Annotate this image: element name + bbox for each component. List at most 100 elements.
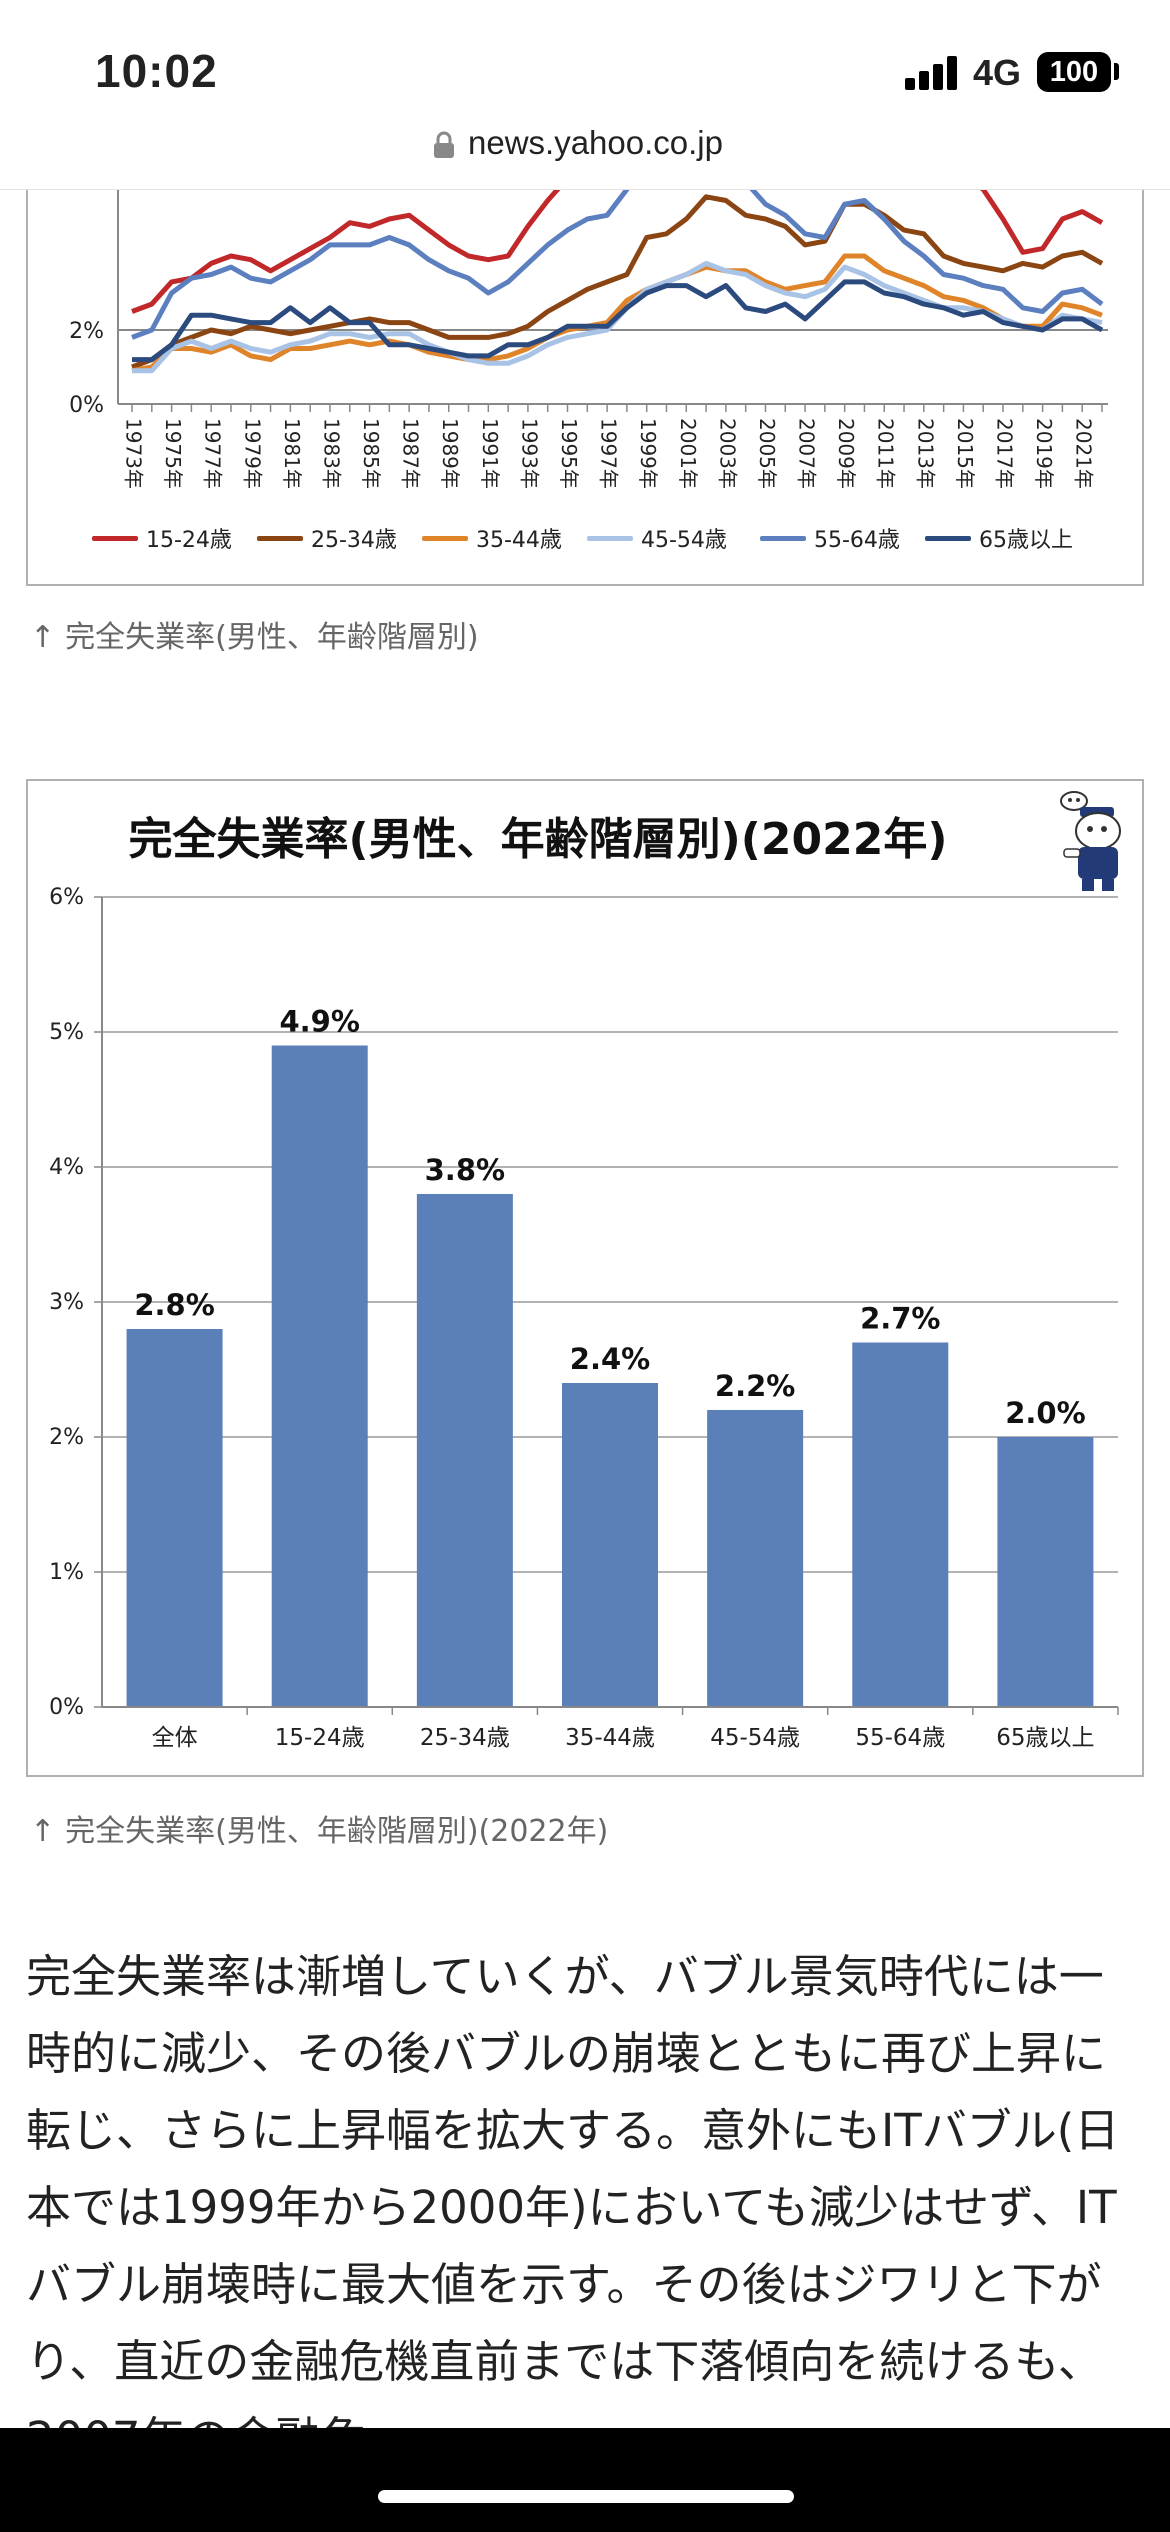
y-tick-label: 1% (49, 1560, 84, 1585)
bar-65歳以上 (997, 1437, 1094, 1707)
legend-swatch (760, 535, 806, 541)
y-tick-label: 5% (49, 1020, 84, 1045)
bar-全体 (126, 1329, 223, 1707)
bar-25-34歳 (416, 1194, 513, 1707)
bar-chart-title: 完全失業率(男性、年齢階層別)(2022年) (128, 814, 948, 865)
x-tick-label: 1985年 (359, 418, 383, 489)
bar-value-label: 2.4% (570, 1342, 650, 1376)
x-tick-label: 1973年 (122, 418, 146, 489)
x-tick-label: 2009年 (834, 418, 858, 489)
bar-value-label: 3.8% (425, 1153, 505, 1187)
bar-35-44歳 (562, 1383, 658, 1707)
legend-item: 15-24歳 (92, 522, 232, 554)
x-tick-label: 45-54歳 (710, 1725, 800, 1751)
line-chart: 0% 2% 1973年 1975年 1977年 1979年 1981年 1983年 1985年 1… (69, 152, 1108, 489)
legend-swatch (925, 535, 971, 541)
status-time: 10:02 (95, 45, 218, 97)
lock-icon (434, 131, 454, 158)
legend-swatch (257, 535, 303, 541)
legend-item: 65歳以上 (925, 522, 1073, 554)
legend-label: 25-34歳 (311, 528, 397, 553)
x-tick-label: 全体 (152, 1725, 198, 1751)
mascot-logo-icon (1060, 791, 1121, 891)
legend-label: 35-44歳 (476, 528, 562, 553)
x-tick-label: 2007年 (795, 418, 819, 489)
arrow-up-icon: ↑ (30, 620, 56, 655)
browser-url-bar[interactable]: news.yahoo.co.jp (0, 118, 1170, 190)
x-tick-label: 2005年 (755, 418, 779, 489)
series-line-25-34歳 (131, 194, 1104, 370)
network-type: 4G (973, 52, 1022, 93)
line-chart-caption: ↑ 完全失業率(男性、年齢階層別) (30, 612, 479, 656)
y-tick-label: 3% (49, 1290, 84, 1315)
bar-chart-caption-text: 完全失業率(男性、年齢階層別)(2022年) (65, 1814, 609, 1849)
x-tick-label: 1983年 (319, 418, 343, 489)
legend-item: 35-44歳 (422, 522, 562, 554)
legend-item: 25-34歳 (257, 522, 397, 554)
legend-label: 55-64歳 (814, 528, 900, 553)
x-tick-label: 2021年 (1072, 418, 1096, 489)
x-tick-label: 1987年 (399, 418, 423, 489)
x-tick-label: 1989年 (438, 418, 462, 489)
x-tick-label: 2001年 (676, 418, 700, 489)
home-indicator[interactable] (378, 2490, 794, 2503)
bar-55-64歳 (852, 1342, 949, 1707)
legend-label: 65歳以上 (979, 528, 1073, 553)
x-tick-label: 1979年 (240, 418, 264, 489)
y-tick-label: 4% (49, 1155, 84, 1180)
x-tick-label: 2003年 (715, 418, 739, 489)
legend-swatch (92, 535, 138, 541)
y-tick-label: 0% (69, 393, 104, 418)
x-tick-label: 2013年 (913, 418, 937, 489)
y-tick-label: 0% (49, 1695, 84, 1720)
bar-value-label: 2.2% (715, 1369, 795, 1403)
x-tick-label: 1997年 (597, 418, 621, 489)
battery-tip-icon (1114, 63, 1119, 80)
legend-swatch (422, 535, 468, 541)
bar-value-label: 4.9% (279, 1005, 359, 1039)
home-indicator-area (0, 2428, 1170, 2532)
bar-value-label: 2.8% (134, 1288, 214, 1322)
y-tick-label: 2% (49, 1425, 84, 1450)
line-chart-panel: 0% 2% 1973年 1975年 1977年 1979年 1981年 1983年 1985年 1… (26, 150, 1144, 586)
x-tick-label: 15-24歳 (275, 1725, 365, 1751)
legend-item: 55-64歳 (760, 522, 900, 554)
x-tick-label: 1975年 (161, 418, 185, 489)
x-tick-label: 25-34歳 (420, 1725, 510, 1751)
bar-chart-caption: ↑ 完全失業率(男性、年齢階層別)(2022年) (30, 1806, 608, 1850)
x-tick-label: 1991年 (478, 418, 502, 489)
status-bar: 10:02 4G 100 (0, 0, 1170, 118)
y-tick-label: 6% (49, 885, 84, 910)
legend-item: 45-54歳 (587, 522, 727, 554)
bar-chart-panel: 完全失業率(男性、年齢階層別)(2022年) 0% 1% 2% 3% 4% 5% 6% 2.8… (26, 779, 1144, 1777)
x-tick-label: 2015年 (953, 418, 977, 489)
x-tick-label: 55-64歳 (855, 1725, 945, 1751)
series-line-55-64歳 (131, 152, 1104, 340)
series-line-35-44歳 (131, 253, 1103, 374)
arrow-up-icon: ↑ (30, 1814, 56, 1849)
x-tick-label: 2011年 (874, 418, 898, 489)
series-line-65歳以上 (132, 279, 1104, 363)
bar-value-label: 2.0% (1005, 1396, 1085, 1430)
x-tick-label: 1977年 (201, 418, 225, 489)
x-tick-label: 1999年 (636, 418, 660, 489)
battery-icon: 100 (1037, 52, 1111, 92)
x-tick-label: 2017年 (993, 418, 1017, 489)
line-chart-legend: 15-24歳 25-34歳 35-44歳 45-54歳 55-64歳 65歳以上 (92, 522, 1112, 562)
line-chart-caption-text: 完全失業率(男性、年齢階層別) (65, 620, 479, 655)
x-tick-label: 1981年 (280, 418, 304, 489)
url-text[interactable]: news.yahoo.co.jp (468, 124, 723, 161)
y-tick-label: 2% (69, 319, 104, 344)
x-tick-label: 65歳以上 (996, 1725, 1094, 1751)
bar-15-24歳 (271, 1045, 368, 1707)
legend-label: 15-24歳 (146, 528, 232, 553)
legend-label: 45-54歳 (641, 528, 727, 553)
article-paragraph: 完全失業率は漸増していくが、バブル景気時代には一時的に減少、その後バブルの崩壊と… (26, 1950, 1120, 2465)
bar-chart: 0% 1% 2% 3% 4% 5% 6% 2.8% 全体 4.9% 15-24歳 3.8% 25-34歳… (49, 885, 1119, 1751)
bar-45-54歳 (707, 1410, 804, 1707)
legend-swatch (587, 535, 633, 541)
x-tick-label: 1995年 (557, 418, 581, 489)
x-tick-label: 35-44歳 (565, 1725, 655, 1751)
x-tick-label: 1993年 (517, 418, 541, 489)
bar-value-label: 2.7% (860, 1302, 940, 1336)
